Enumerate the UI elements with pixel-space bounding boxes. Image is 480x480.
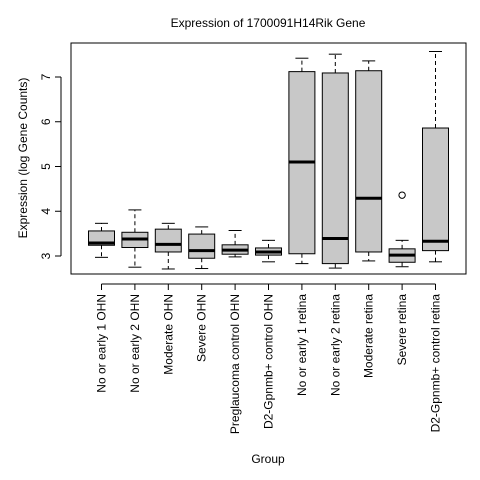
box-9 xyxy=(355,60,383,262)
box-7 xyxy=(288,57,316,265)
box-4 xyxy=(188,226,216,270)
x-axis-label: Group xyxy=(251,452,285,466)
x-tick-label: D2-Gpnmb+ control OHN xyxy=(262,294,276,429)
x-tick-label: No or early 1 retina xyxy=(295,294,309,396)
box-6 xyxy=(255,239,282,263)
y-tick-label: 3 xyxy=(39,252,53,259)
x-tick-label: No or early 2 OHN xyxy=(128,294,142,393)
box-body xyxy=(355,70,383,253)
x-tick-label: D2-Gpnmb+ control retina xyxy=(429,294,443,433)
y-tick-label: 7 xyxy=(39,73,53,80)
box-body xyxy=(188,233,216,259)
box-10 xyxy=(388,191,416,268)
box-body xyxy=(321,72,349,265)
x-tick-label: Severe OHN xyxy=(195,294,209,362)
y-axis-label: Expression (log Gene Counts) xyxy=(16,78,30,239)
box-8 xyxy=(321,53,349,269)
y-tick-label: 4 xyxy=(39,208,53,215)
plot-frame xyxy=(70,42,467,275)
x-tick-label: Preglaucoma control OHN xyxy=(228,294,242,434)
boxes-layer xyxy=(88,50,449,270)
box-3 xyxy=(154,222,182,270)
box-2 xyxy=(121,209,149,268)
box-1 xyxy=(88,222,115,258)
box-body xyxy=(422,127,449,252)
x-tick-label: Moderate OHN xyxy=(161,294,175,375)
chart-title: Expression of 1700091H14Rik Gene xyxy=(171,16,366,30)
x-tick-label: No or early 2 retina xyxy=(328,294,342,396)
x-tick-label: Moderate retina xyxy=(362,294,376,378)
outlier-point xyxy=(398,191,406,199)
box-5 xyxy=(221,229,249,258)
y-tick-label: 5 xyxy=(39,163,53,170)
x-tick-label: No or early 1 OHN xyxy=(95,294,109,393)
y-axis: 3 4 5 6 7 xyxy=(39,73,62,259)
box-body xyxy=(154,228,182,253)
x-tick-label: Severe retina xyxy=(395,294,409,366)
box-11 xyxy=(422,50,449,263)
x-axis: No or early 1 OHN No or early 2 OHN Modera… xyxy=(95,283,443,434)
y-tick-label: 6 xyxy=(39,118,53,125)
